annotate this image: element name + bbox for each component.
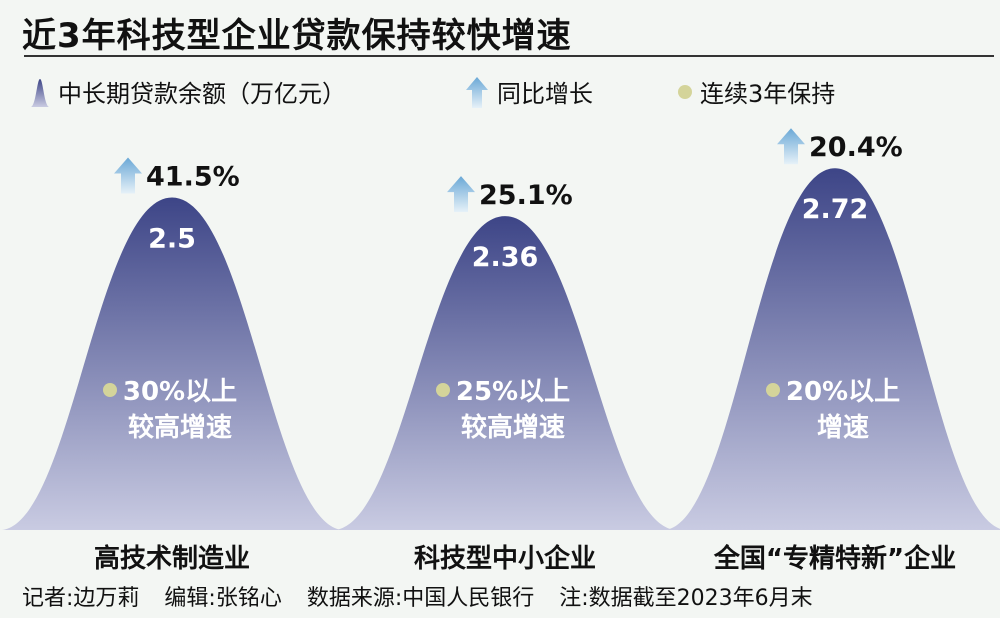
data-note: 注:数据截至2023年6月末 xyxy=(559,586,813,611)
dot-icon xyxy=(436,383,450,397)
legend-label: 中长期贷款余额（万亿元） xyxy=(58,80,346,108)
annotation-line2: 较高增速 xyxy=(128,412,232,443)
category-label: 高技术制造业 xyxy=(93,544,251,574)
value-label: 2.36 xyxy=(472,242,539,273)
category-label: 科技型中小企业 xyxy=(413,544,597,574)
value-label: 2.72 xyxy=(802,194,869,225)
footer-credits: 记者:边万莉 编辑:张铭心 数据来源:中国人民银行 注:数据截至2023年6月末 xyxy=(22,580,831,612)
legend-item-loan-balance: 中长期贷款余额（万亿元） xyxy=(30,74,346,109)
annotation-line1: 30%以上 xyxy=(123,377,237,407)
bell-mark xyxy=(335,216,675,530)
data-source: 数据来源:中国人民银行 xyxy=(306,586,535,611)
title-divider xyxy=(24,55,994,57)
chart-title: 近3年科技型企业贷款保持较快增速 xyxy=(22,16,572,56)
arrow-up-icon xyxy=(466,76,488,108)
dot-icon xyxy=(766,383,780,397)
annotation-line1: 20%以上 xyxy=(786,377,900,407)
reporter: 记者:边万莉 xyxy=(22,586,140,611)
annotation-line2: 较高增速 xyxy=(461,412,565,443)
legend-item-yoy-growth: 同比增长 xyxy=(465,74,593,109)
annotation-line1: 25%以上 xyxy=(456,377,570,407)
legend-label: 同比增长 xyxy=(497,80,593,108)
growth-label: 25.1% xyxy=(479,180,573,211)
legend-item-three-years: 连续3年保持 xyxy=(678,74,835,109)
growth-label: 20.4% xyxy=(809,132,903,163)
arrow-up-icon xyxy=(777,128,805,165)
arrow-up-icon xyxy=(447,176,475,213)
bell-mark xyxy=(2,197,342,530)
annotation-line2: 增速 xyxy=(817,412,869,443)
bell-mark xyxy=(665,168,1000,530)
growth-label: 41.5% xyxy=(146,162,240,193)
bell-shape-icon xyxy=(31,78,49,107)
category-label: 全国“专精特新”企业 xyxy=(713,544,957,574)
arrow-up-icon xyxy=(114,157,142,194)
dot-icon xyxy=(678,84,692,99)
value-label: 2.5 xyxy=(148,224,196,255)
dot-icon xyxy=(103,383,117,397)
editor: 编辑:张铭心 xyxy=(164,586,282,611)
legend-label: 连续3年保持 xyxy=(700,80,836,108)
